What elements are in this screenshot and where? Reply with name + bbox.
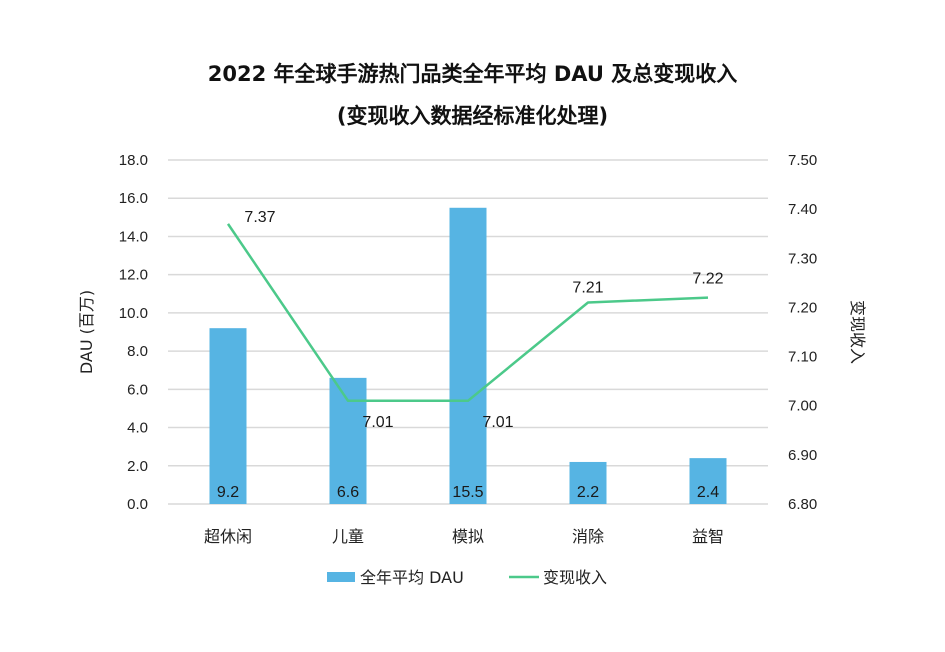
y-tick-label: 18.0 — [119, 152, 148, 169]
bar — [689, 458, 727, 504]
y2-tick-label: 7.20 — [788, 299, 817, 316]
y2-tick-label: 7.00 — [788, 398, 817, 415]
y2-tick-label: 7.40 — [788, 201, 817, 218]
legend-bar-label: 全年平均 DAU — [360, 568, 464, 587]
bar — [569, 461, 607, 504]
category-label: 益智 — [692, 527, 724, 546]
y2-tick-label: 6.80 — [788, 496, 817, 513]
chart-title: 2022 年全球手游热门品类全年平均 DAU 及总变现收入 — [207, 62, 738, 86]
bar — [449, 207, 487, 504]
right-y-axis: 6.80 6.90 7.00 7.10 7.20 7.30 7.40 7.50 — [788, 152, 817, 513]
y2-tick-label: 6.90 — [788, 447, 817, 464]
bar-data-label: 6.6 — [337, 484, 359, 501]
bar-data-label: 15.5 — [452, 484, 483, 501]
category-label: 儿童 — [332, 527, 364, 546]
x-axis-categories: 超休闲 儿童 模拟 消除 益智 — [204, 527, 724, 546]
line-data-label: 7.01 — [482, 414, 513, 431]
y-tick-label: 6.0 — [127, 381, 148, 398]
legend: 全年平均 DAU 变现收入 — [327, 568, 607, 587]
y-tick-label: 10.0 — [119, 305, 148, 322]
bar-data-label: 2.2 — [577, 484, 599, 501]
y-tick-label: 4.0 — [127, 420, 148, 437]
bar-series-dau: 9.2 6.6 15.5 2.2 2.4 — [209, 207, 727, 504]
chart-subtitle: (变现收入数据经标准化处理) — [336, 104, 609, 128]
bar-data-label: 2.4 — [697, 484, 719, 501]
y-tick-label: 12.0 — [119, 267, 148, 284]
left-axis-title: DAU (百万) — [77, 290, 96, 374]
right-axis-title: 变现收入 — [848, 300, 867, 364]
legend-line-label: 变现收入 — [543, 568, 607, 587]
category-label: 模拟 — [452, 527, 484, 546]
line-data-label: 7.21 — [572, 280, 603, 297]
y2-tick-label: 7.10 — [788, 349, 817, 366]
category-label: 超休闲 — [204, 527, 252, 546]
y2-tick-label: 7.50 — [788, 152, 817, 169]
line-data-label: 7.22 — [692, 271, 723, 288]
y2-tick-label: 7.30 — [788, 250, 817, 267]
legend-bar-swatch — [327, 572, 355, 582]
left-y-axis: 0.0 2.0 4.0 6.0 8.0 10.0 12.0 14.0 16.0 18.0 — [119, 152, 148, 513]
y-tick-label: 8.0 — [127, 343, 148, 360]
y-tick-label: 0.0 — [127, 496, 148, 513]
y-tick-label: 2.0 — [127, 458, 148, 475]
y-tick-label: 14.0 — [119, 228, 148, 245]
line-data-label: 7.01 — [362, 414, 393, 431]
bar — [209, 328, 247, 504]
line-data-label: 7.37 — [244, 209, 275, 226]
y-tick-label: 16.0 — [119, 190, 148, 207]
line-series-revenue: 7.37 7.01 7.01 7.21 7.22 — [226, 209, 724, 431]
category-label: 消除 — [572, 527, 604, 546]
bar-data-label: 9.2 — [217, 484, 239, 501]
revenue-line — [226, 223, 709, 403]
